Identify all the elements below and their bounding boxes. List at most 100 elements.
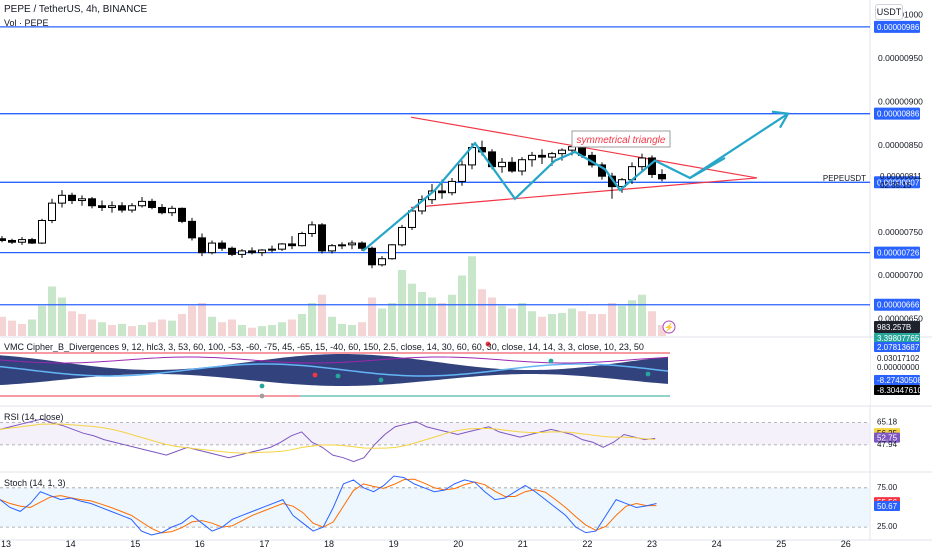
candle-body: [258, 249, 266, 254]
candle-body: [288, 243, 296, 247]
candle-body: [228, 247, 236, 255]
time-tick-label: 16: [195, 539, 205, 549]
volume-bar: [148, 322, 156, 336]
candle-body: [458, 164, 466, 182]
volume-title[interactable]: Vol · PEPE: [4, 18, 49, 28]
candle-body: [168, 207, 176, 214]
time-tick-label: 15: [130, 539, 140, 549]
price-tick-label: 0.00000950: [878, 53, 923, 63]
currency-unit-button[interactable]: USDT: [875, 4, 903, 20]
level-price-label: 0.00000666: [877, 301, 920, 310]
candle-body: [178, 207, 186, 222]
candle-body: [88, 198, 96, 207]
volume-bar: [218, 322, 226, 336]
vmc-signal-dot: [335, 373, 341, 379]
vmc-signal-dot: [312, 372, 318, 378]
volume-bar: [318, 294, 326, 336]
volume-bar: [648, 311, 656, 336]
candle-body: [78, 198, 86, 202]
time-tick-label: 19: [389, 539, 399, 549]
candle-body: [538, 154, 546, 158]
candle-body: [188, 220, 196, 239]
symbol-title[interactable]: PEPE / TetherUS, 4h, BINANCE: [4, 4, 148, 15]
alert-icon: [662, 320, 676, 334]
rsi-value-label: 65.18: [877, 418, 898, 427]
vmc-signal-dot: [378, 377, 384, 383]
volume-bar: [138, 325, 146, 336]
price-tick-label: 0.00000900: [878, 97, 923, 107]
vmc-indicator-title[interactable]: VMC Cipher_B_Divergences 9, 12, hlc3, 3,…: [4, 342, 644, 352]
candle-body: [8, 239, 16, 243]
level-price-tag: [874, 246, 920, 259]
candle-body: [658, 173, 666, 180]
time-tick-label: 21: [518, 539, 528, 549]
volume-value-tag: [874, 321, 920, 333]
rsi-indicator-title[interactable]: RSI (14, close): [4, 412, 64, 422]
level-price-label: 0.00000986: [877, 23, 920, 32]
level-price-label: 0.00000807: [877, 178, 920, 187]
time-tick-label: 18: [324, 539, 334, 549]
candle-body: [548, 153, 556, 158]
candle-body: [618, 179, 626, 188]
volume-bar: [78, 314, 86, 336]
stoch-value-label: 50.67: [877, 502, 898, 511]
time-tick-label: 24: [712, 539, 722, 549]
price-tick-label: 0.00000850: [878, 140, 923, 150]
volume-bar: [238, 325, 246, 336]
volume-bar: [38, 305, 46, 336]
volume-bar: [348, 325, 356, 336]
vmc-wave-area: [0, 354, 668, 386]
candle-body: [308, 224, 316, 235]
volume-bar: [68, 311, 76, 336]
candle-body: [38, 220, 46, 244]
candle-body: [348, 242, 356, 246]
volume-bar: [568, 308, 576, 336]
stoch-indicator-title[interactable]: Stoch (14, 1, 3): [4, 478, 66, 488]
candle-body: [0, 238, 6, 241]
price-tick-label: 0.00000700: [878, 270, 923, 280]
volume-bar: [498, 305, 506, 336]
candle-body: [138, 200, 146, 207]
volume-bar: [58, 297, 66, 336]
volume-bar: [258, 326, 266, 336]
vmc-value-tag: [874, 342, 920, 352]
candle-body: [128, 205, 136, 211]
volume-bar: [378, 308, 386, 336]
candle-body: [638, 157, 646, 168]
volume-bar: [438, 303, 446, 336]
candle-body: [68, 194, 76, 202]
volume-bar: [128, 326, 136, 336]
vmc-value-label: 0.03017102: [877, 354, 920, 363]
time-tick-label: 22: [582, 539, 592, 549]
price-tick-label: 0.00000750: [878, 227, 923, 237]
volume-bar: [418, 292, 426, 336]
candle-body: [118, 205, 126, 211]
volume-bar: [118, 323, 126, 336]
candle-body: [438, 190, 446, 194]
candle-body: [498, 161, 506, 168]
candle-body: [218, 242, 226, 249]
time-tick-label: 25: [776, 539, 786, 549]
vmc-value-label: 0.00000000: [877, 363, 920, 372]
volume-bar: [368, 297, 376, 336]
countdown-label: 02:35:15: [880, 181, 912, 190]
stoch-value-label: 25.00: [877, 522, 898, 531]
candle-body: [378, 258, 386, 266]
volume-bar: [98, 322, 106, 336]
candle-body: [198, 237, 206, 254]
volume-bar: [328, 316, 336, 336]
volume-bar: [8, 320, 16, 336]
volume-bar: [548, 314, 556, 336]
volume-bar: [658, 325, 666, 336]
volume-bar: [188, 305, 196, 336]
stoch-d-line: [0, 478, 657, 534]
candle-body: [298, 233, 306, 247]
level-price-tag: [874, 176, 920, 189]
candle-body: [398, 226, 406, 246]
vmc-wave-line: [0, 363, 669, 377]
candle-body: [448, 180, 456, 194]
candle-body: [508, 161, 516, 172]
candle-body: [408, 210, 416, 228]
